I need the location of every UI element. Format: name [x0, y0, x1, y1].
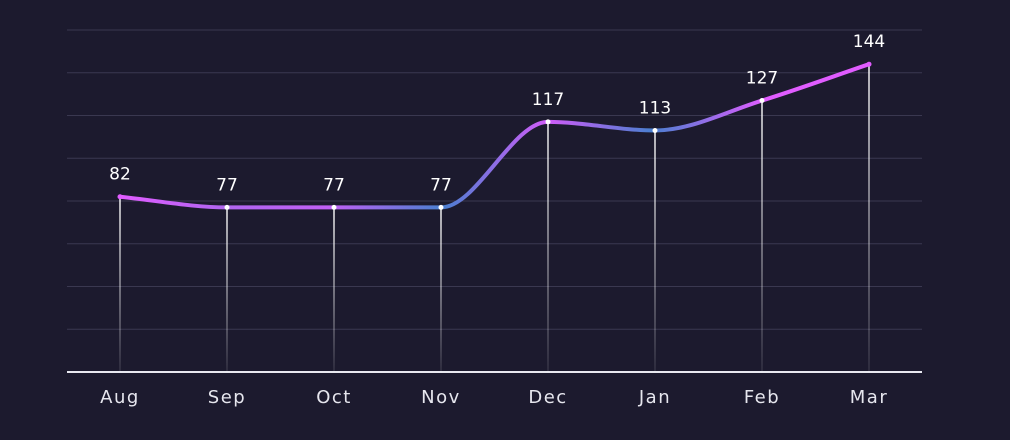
- drop-line: [119, 196, 121, 372]
- x-tick-label: Dec: [528, 387, 567, 408]
- drop-line: [654, 130, 656, 372]
- data-point: [545, 119, 551, 125]
- drop-line: [333, 207, 335, 372]
- drop-line: [440, 207, 442, 372]
- x-tick-label: Feb: [744, 387, 780, 408]
- series-line-path: [118, 62, 871, 210]
- data-point: [866, 61, 872, 67]
- x-tick-label: Jan: [638, 387, 671, 408]
- x-tick-labels: Aug Sep Oct Nov Dec Jan Feb Mar: [100, 387, 888, 408]
- x-tick-label: Oct: [316, 387, 352, 408]
- data-label: 77: [430, 175, 452, 195]
- data-point: [224, 204, 230, 210]
- data-point: [438, 204, 444, 210]
- data-label: 127: [746, 69, 778, 89]
- data-label: 117: [532, 90, 564, 110]
- data-labels: 82 77 77 77 117 113 127 144: [109, 32, 885, 195]
- drop-line: [868, 64, 870, 372]
- data-label: 144: [853, 32, 885, 52]
- grid-lines: [67, 29, 922, 330]
- data-points: [117, 61, 872, 210]
- x-tick-label: Sep: [208, 387, 246, 408]
- data-point: [117, 194, 123, 200]
- data-label: 82: [109, 165, 131, 185]
- x-tick-label: Aug: [100, 387, 140, 408]
- data-point: [759, 98, 765, 104]
- data-label: 113: [639, 98, 671, 118]
- data-point: [652, 127, 658, 133]
- drop-line: [761, 100, 763, 372]
- data-label: 77: [216, 175, 238, 195]
- series-line: [118, 62, 871, 210]
- drop-line: [547, 121, 549, 372]
- data-label: 77: [323, 175, 345, 195]
- x-tick-label: Nov: [421, 387, 461, 408]
- drop-line: [226, 207, 228, 372]
- drop-lines: [119, 64, 870, 372]
- x-tick-label: Mar: [850, 387, 888, 408]
- data-point: [331, 204, 337, 210]
